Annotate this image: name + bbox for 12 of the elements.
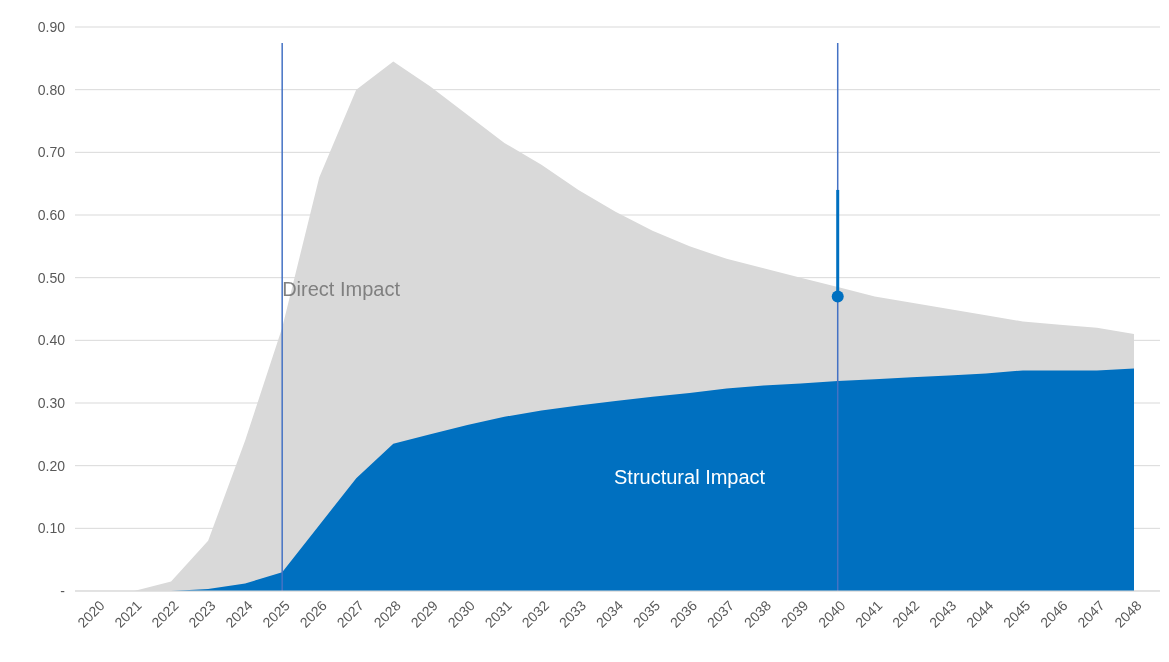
y-tick-label: 0.70 [37,144,66,161]
y-tick-label: - [60,582,66,599]
y-tick-label: 0.30 [37,394,66,411]
y-tick-label: 0.50 [37,269,66,286]
y-tick-label: 0.90 [37,18,66,35]
y-tick-label: 0.10 [37,520,66,537]
y-tick-label: 0.20 [37,457,66,474]
y-tick-label: 0.60 [37,206,66,223]
y-tick-label: 0.40 [37,332,66,349]
series-label: Direct Impact [282,278,401,301]
series-label: Structural Impact [613,466,766,489]
y-tick-label: 0.80 [37,81,66,98]
